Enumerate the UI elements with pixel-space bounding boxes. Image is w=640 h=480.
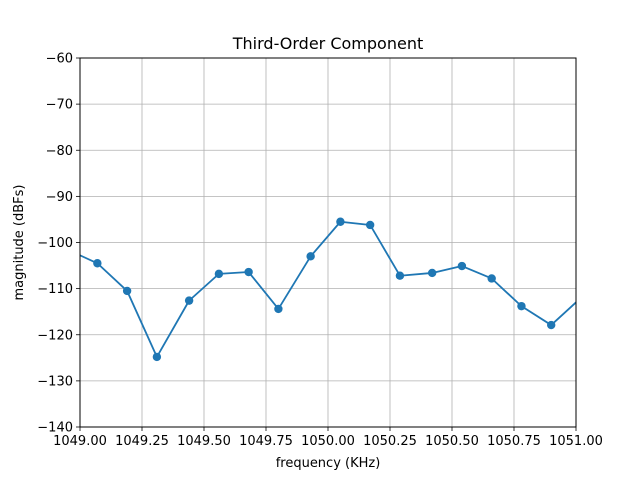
y-axis-ticks: −140 −130 −120 −110 −100 −90 −80 −70 −60: [37, 52, 80, 436]
data-point: [457, 261, 467, 271]
data-point: [517, 301, 526, 311]
plot-frame: [79, 57, 577, 428]
y-tick-label: −70: [46, 98, 73, 113]
data-point: [365, 220, 375, 230]
y-tick-label: −110: [37, 282, 73, 297]
x-axis-ticks: 1049.00 1049.25 1049.50 1049.75 1050.00 1050.…: [53, 427, 603, 449]
y-tick-label: −140: [37, 421, 73, 436]
data-point: [427, 268, 437, 278]
x-tick-label: 1049.25: [115, 434, 169, 449]
x-tick-label: 1049.00: [53, 434, 107, 449]
series-line: [80, 220, 576, 358]
data-point: [547, 320, 556, 330]
grid: [79, 57, 577, 428]
x-tick-label: 1050.50: [425, 434, 479, 449]
data-point: [487, 274, 496, 283]
data-point: [214, 269, 224, 279]
data-point: [306, 252, 315, 261]
y-tick-label: −90: [46, 190, 73, 205]
x-tick-label: 1049.50: [177, 434, 231, 449]
chart-title: Third-Order Component: [232, 34, 423, 53]
x-tick-label: 1049.75: [239, 434, 293, 449]
x-axis-label: frequency (KHz): [276, 456, 381, 471]
data-point: [184, 296, 194, 305]
x-tick-label: 1050.75: [487, 434, 541, 449]
y-tick-label: −100: [37, 236, 73, 251]
data-point: [274, 304, 283, 314]
x-tick-label: 1050.00: [301, 434, 355, 449]
data-point: [122, 286, 132, 296]
data-point: [152, 352, 162, 362]
data-point: [244, 267, 253, 277]
y-tick-label: −120: [37, 328, 73, 343]
y-axis-label: magnitude (dBFs): [12, 184, 27, 300]
data-point: [395, 271, 405, 280]
y-tick-label: −60: [46, 52, 73, 67]
data-point: [336, 217, 345, 226]
data-point: [93, 259, 102, 268]
y-tick-label: −130: [37, 374, 73, 389]
series-layer: [80, 217, 576, 362]
y-tick-label: −80: [46, 144, 73, 159]
x-tick-label: 1050.25: [363, 434, 417, 449]
x-tick-label: 1051.00: [549, 434, 603, 449]
